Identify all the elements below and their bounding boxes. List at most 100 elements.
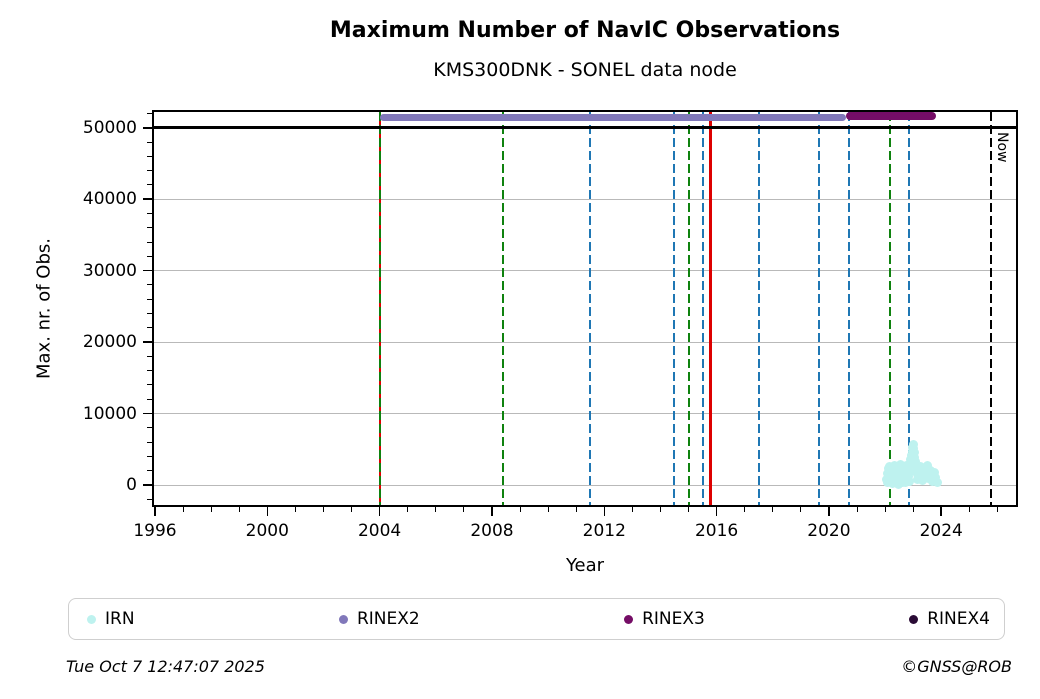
plot-area: Now	[152, 110, 1018, 507]
y-gridline	[154, 198, 1016, 200]
event-line-blue	[907, 112, 910, 505]
irn-scatter-point	[905, 459, 915, 469]
legend-item-rinex2: RINEX2	[338, 609, 420, 629]
x-major-tick	[266, 507, 269, 516]
x-minor-tick	[322, 507, 324, 512]
rinex4-marker-icon	[909, 614, 919, 624]
legend: IRN RINEX2 RINEX3 RINEX4	[68, 598, 1005, 640]
y-minor-tick	[147, 327, 152, 329]
y-tick-label: 0	[126, 475, 137, 495]
x-minor-tick	[407, 507, 409, 512]
x-minor-tick	[238, 507, 240, 512]
x-minor-tick	[856, 507, 858, 512]
x-major-tick	[940, 507, 942, 516]
y-tick-label: 40000	[82, 189, 137, 210]
y-major-tick	[143, 198, 152, 200]
irn-scatter-point	[932, 477, 942, 487]
event-line-red	[709, 112, 713, 505]
x-minor-tick	[575, 507, 577, 512]
x-minor-tick	[744, 507, 746, 512]
y-minor-tick	[147, 384, 152, 386]
y-minor-tick	[147, 355, 152, 357]
x-tick-label: 2004	[357, 521, 402, 541]
chart-subtitle: KMS300DNK - SONEL data node	[433, 59, 737, 81]
y-minor-tick	[147, 498, 152, 500]
rinex3-band	[845, 112, 936, 121]
y-minor-tick	[147, 441, 152, 443]
x-minor-tick	[996, 507, 998, 512]
irn-scatter-point	[929, 467, 939, 477]
legend-label-rinex2: RINEX2	[356, 609, 420, 629]
x-tick-label: 2008	[470, 521, 514, 541]
y-minor-tick	[147, 370, 152, 372]
x-minor-tick	[351, 507, 353, 512]
x-tick-label: 2016	[694, 521, 739, 541]
y-minor-tick	[147, 255, 152, 257]
x-minor-tick	[968, 507, 970, 512]
y-minor-tick	[147, 427, 152, 429]
event-line-blue	[818, 112, 821, 505]
event-line-green	[502, 112, 505, 505]
rinex3-marker-icon	[624, 614, 634, 624]
y-minor-tick	[147, 112, 152, 114]
y-major-tick	[143, 341, 152, 343]
x-minor-tick	[547, 507, 549, 512]
y-minor-tick	[147, 241, 152, 243]
x-minor-tick	[631, 507, 633, 512]
chart-title: Maximum Number of NavIC Observations	[329, 18, 841, 43]
y-minor-tick	[147, 284, 152, 286]
y-minor-tick	[147, 313, 152, 315]
legend-label-rinex4: RINEX4	[927, 609, 990, 629]
y-tick-label: 50000	[82, 117, 137, 138]
y-minor-tick	[147, 170, 152, 172]
irn-scatter-point	[918, 476, 928, 486]
y-minor-tick	[147, 212, 152, 214]
y-minor-tick	[147, 298, 152, 300]
x-major-tick	[154, 507, 156, 516]
y-minor-tick	[147, 470, 152, 472]
y-minor-tick	[147, 227, 152, 229]
x-minor-tick	[659, 507, 661, 512]
x-major-tick	[378, 507, 381, 516]
event-line-green	[888, 112, 891, 505]
legend-label-rinex3: RINEX3	[642, 609, 705, 629]
now-label: Now	[993, 132, 1010, 163]
x-tick-label: 2012	[582, 521, 626, 541]
y-minor-tick	[147, 398, 152, 400]
x-minor-tick	[912, 507, 914, 512]
x-axis-label: Year	[565, 555, 605, 576]
x-minor-tick	[772, 507, 774, 512]
y-tick-label: 20000	[82, 332, 137, 353]
event-line-blue	[701, 112, 704, 505]
legend-item-rinex3: RINEX3	[624, 609, 705, 629]
x-minor-tick	[519, 507, 521, 512]
y-major-tick	[143, 127, 152, 129]
x-major-tick	[491, 507, 493, 516]
legend-label-irn: IRN	[105, 609, 135, 629]
irn-scatter-point	[905, 467, 915, 477]
event-line-blue	[673, 112, 676, 505]
x-minor-tick	[435, 507, 437, 512]
legend-item-irn: IRN	[87, 609, 135, 629]
x-minor-tick	[210, 507, 212, 512]
copyright: ©GNSS@ROB	[901, 657, 1012, 676]
rinex2-band	[379, 113, 846, 121]
x-tick-label: 2024	[919, 521, 963, 541]
y-gridline	[154, 270, 1016, 272]
x-tick-label: 2020	[807, 521, 851, 541]
event-line-blue	[847, 112, 850, 505]
y-minor-tick	[147, 184, 152, 186]
y-gridline	[154, 413, 1016, 415]
rinex2-marker-icon	[338, 614, 348, 624]
y-minor-tick	[147, 155, 152, 157]
y-major-tick	[143, 484, 152, 486]
x-minor-tick	[463, 507, 465, 512]
y-major-tick	[143, 269, 152, 272]
event-line-blue	[589, 112, 592, 505]
event-line-blue	[757, 112, 760, 505]
event-line-green	[687, 112, 690, 505]
x-major-tick	[603, 507, 606, 516]
y-tick-label: 30000	[82, 260, 137, 281]
x-minor-tick	[800, 507, 802, 512]
